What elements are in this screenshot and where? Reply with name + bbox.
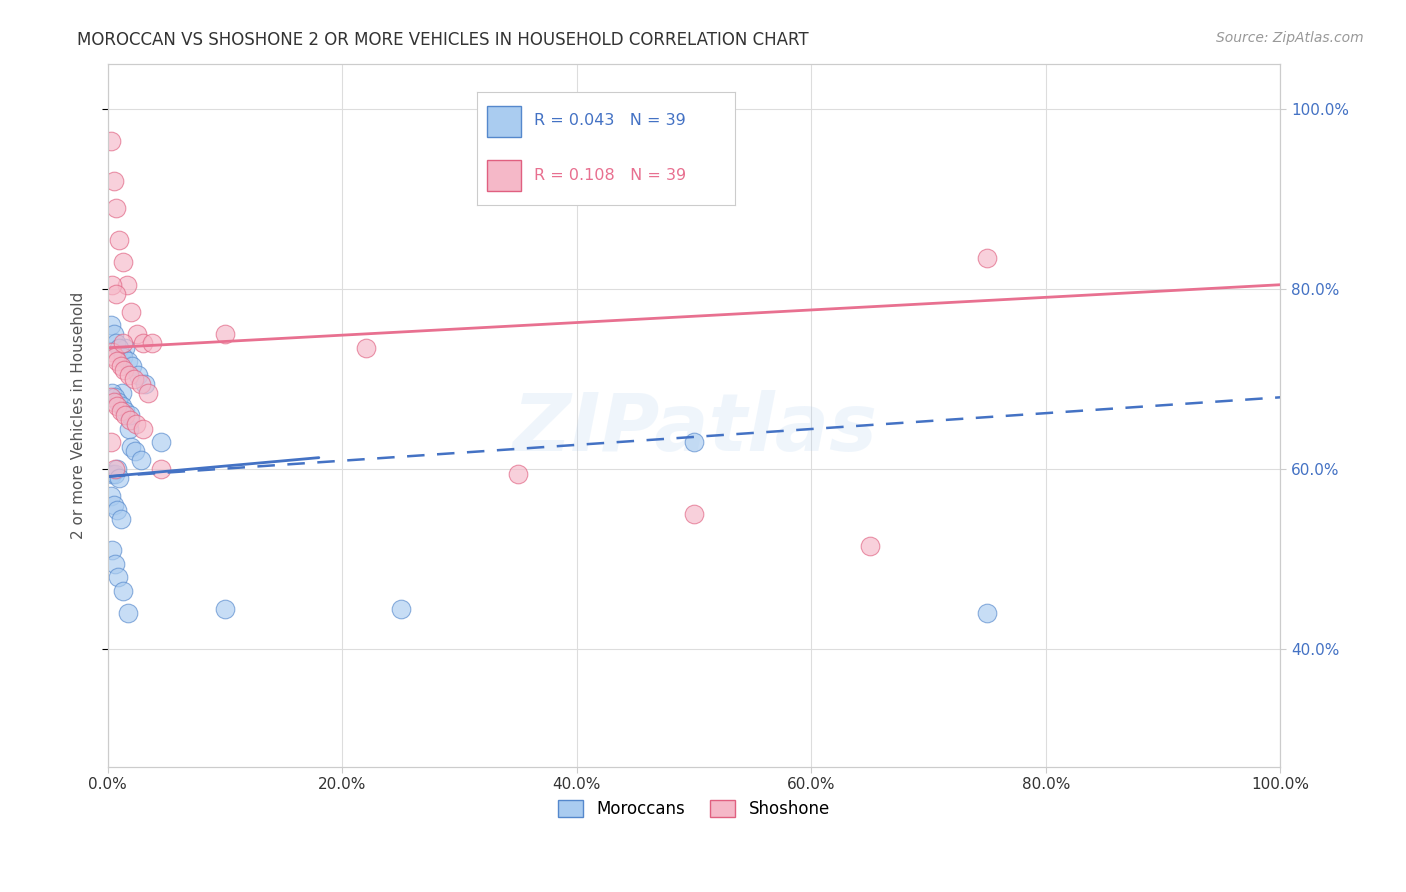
Point	[107, 570, 129, 584]
Point	[976, 251, 998, 265]
Point	[214, 602, 236, 616]
Point	[108, 233, 131, 247]
Point	[104, 557, 127, 571]
Point	[117, 354, 139, 368]
Point	[100, 318, 122, 333]
Point	[125, 417, 148, 432]
Point	[110, 359, 132, 373]
Point	[129, 453, 152, 467]
Point	[111, 399, 134, 413]
Point	[111, 336, 134, 351]
Point	[105, 503, 128, 517]
Point	[114, 404, 136, 418]
Point	[124, 444, 146, 458]
Point	[117, 607, 139, 621]
Point	[976, 607, 998, 621]
Point	[105, 462, 128, 476]
Point	[110, 404, 132, 418]
Point	[101, 467, 124, 481]
Point	[104, 201, 127, 215]
Point	[118, 409, 141, 423]
Text: ZIPatlas: ZIPatlas	[512, 391, 876, 468]
Point	[112, 363, 135, 377]
Point	[103, 174, 125, 188]
Point	[107, 394, 129, 409]
Point	[149, 435, 172, 450]
Point	[127, 368, 149, 382]
Point	[114, 341, 136, 355]
Point	[129, 376, 152, 391]
Point	[214, 327, 236, 342]
Point	[115, 277, 138, 292]
Legend: Moroccans, Shoshone: Moroccans, Shoshone	[551, 794, 837, 825]
Point	[101, 277, 124, 292]
Point	[105, 354, 128, 368]
Point	[859, 539, 882, 553]
Point	[132, 336, 155, 351]
Point	[134, 376, 156, 391]
Point	[508, 467, 530, 481]
Point	[103, 499, 125, 513]
Point	[111, 583, 134, 598]
Point	[149, 462, 172, 476]
Point	[120, 304, 142, 318]
Point	[141, 336, 163, 351]
Point	[118, 422, 141, 436]
Point	[125, 327, 148, 342]
Point	[104, 350, 127, 364]
Point	[100, 390, 122, 404]
Point	[101, 345, 124, 359]
Point	[120, 440, 142, 454]
Point	[108, 471, 131, 485]
Point	[103, 394, 125, 409]
Point	[122, 372, 145, 386]
Point	[104, 467, 127, 481]
Point	[683, 508, 706, 522]
Point	[105, 399, 128, 413]
Point	[118, 413, 141, 427]
Point	[121, 359, 143, 373]
Text: Source: ZipAtlas.com: Source: ZipAtlas.com	[1216, 31, 1364, 45]
Point	[111, 350, 134, 364]
Text: MOROCCAN VS SHOSHONE 2 OR MORE VEHICLES IN HOUSEHOLD CORRELATION CHART: MOROCCAN VS SHOSHONE 2 OR MORE VEHICLES …	[77, 31, 808, 49]
Point	[100, 435, 122, 450]
Point	[103, 327, 125, 342]
Point	[104, 390, 127, 404]
Point	[132, 422, 155, 436]
Point	[118, 368, 141, 382]
Y-axis label: 2 or more Vehicles in Household: 2 or more Vehicles in Household	[72, 292, 86, 539]
Point	[111, 255, 134, 269]
Point	[683, 435, 706, 450]
Point	[108, 341, 131, 355]
Point	[100, 489, 122, 503]
Point	[104, 286, 127, 301]
Point	[136, 385, 159, 400]
Point	[104, 336, 127, 351]
Point	[354, 341, 377, 355]
Point	[100, 134, 122, 148]
Point	[389, 602, 412, 616]
Point	[104, 462, 127, 476]
Point	[110, 512, 132, 526]
Point	[114, 409, 136, 423]
Point	[101, 543, 124, 558]
Point	[101, 385, 124, 400]
Point	[111, 385, 134, 400]
